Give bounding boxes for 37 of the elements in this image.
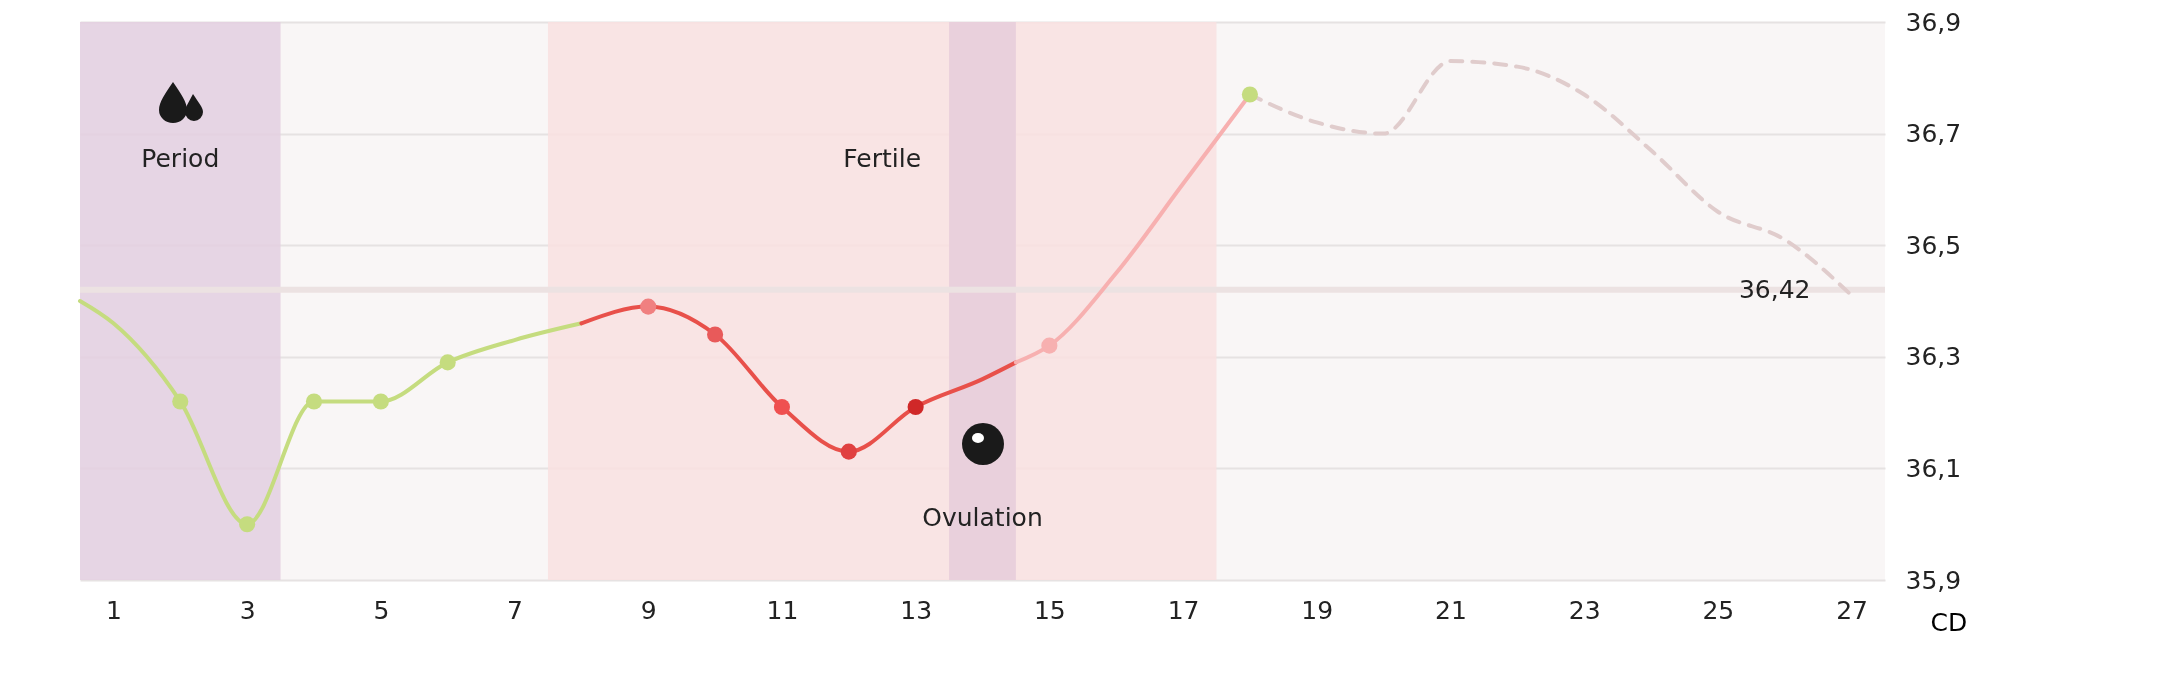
point — [840, 443, 857, 460]
band-label: Ovulation — [922, 503, 1043, 532]
x-tick-label: 1 — [105, 595, 122, 625]
y-tick-label: 36,9 — [1905, 7, 1962, 37]
band-label: Period — [141, 144, 220, 173]
point — [1041, 337, 1058, 354]
y-tick-label: 36,7 — [1905, 119, 1962, 149]
x-tick-label: 21 — [1435, 595, 1467, 625]
x-tick-label: 9 — [640, 595, 657, 625]
point — [907, 398, 924, 416]
x-tick-label: 13 — [900, 595, 933, 625]
x-tick-label: 23 — [1568, 595, 1601, 625]
point — [372, 393, 389, 410]
y-tick-label: 36,3 — [1905, 342, 1962, 372]
point — [707, 326, 724, 343]
y-tick-label: 36,1 — [1905, 453, 1962, 483]
y-tick-label: 35,9 — [1905, 565, 1962, 595]
x-tick-label: 17 — [1167, 595, 1200, 625]
point — [239, 516, 256, 533]
x-tick-label: 3 — [239, 595, 256, 625]
band-label: Fertile — [843, 144, 922, 173]
x-tick-label: 19 — [1301, 595, 1334, 625]
point — [305, 393, 323, 410]
x-tick-label: 15 — [1033, 595, 1066, 625]
y-tick-label: 36,5 — [1905, 230, 1962, 260]
point — [1241, 86, 1258, 103]
x-tick-label: 11 — [766, 595, 799, 625]
x-tick-label: 27 — [1836, 595, 1868, 625]
point — [640, 298, 657, 315]
point — [773, 398, 791, 416]
x-tick-label: 7 — [507, 595, 523, 625]
x-tick-label: 25 — [1702, 595, 1735, 625]
x-axis-title: CD — [1930, 607, 1968, 637]
point — [439, 354, 456, 371]
point — [172, 393, 189, 410]
ref-line-label: 36,42 — [1738, 274, 1811, 304]
x-tick-label: 5 — [373, 595, 390, 625]
